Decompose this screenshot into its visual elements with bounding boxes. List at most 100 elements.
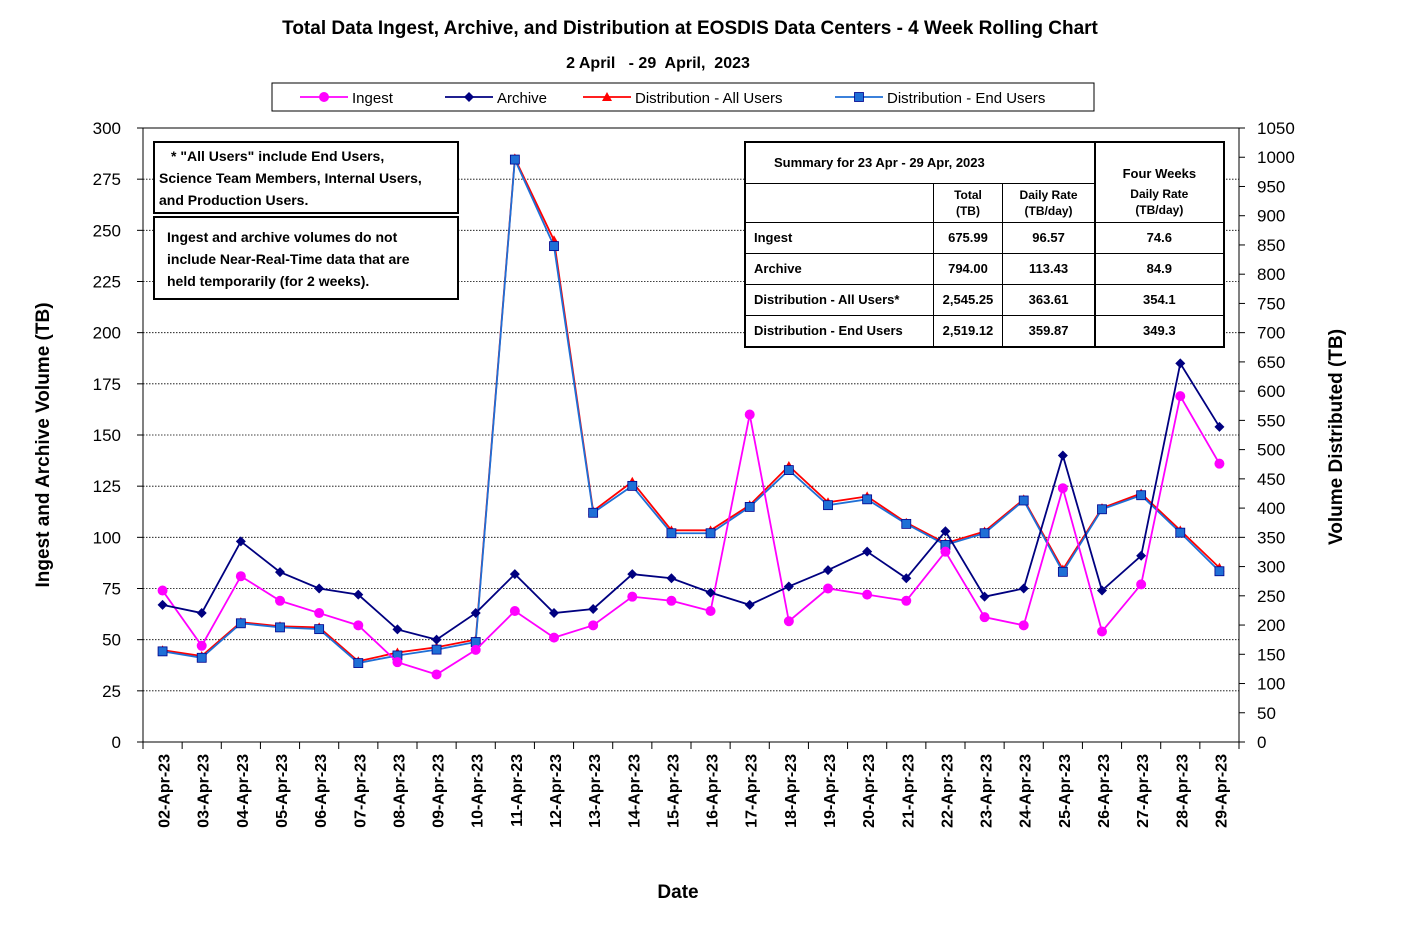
x-tick-label: 25-Apr-23 [1057,754,1074,828]
data-point [353,658,364,668]
data-point [862,589,873,600]
legend-swatch-marker [602,92,612,101]
data-point [392,657,403,668]
y2-tick-label: 900 [1257,207,1285,226]
data-point [1057,566,1068,577]
legend-label: Distribution - End Users [887,90,1045,107]
note-ingest-archive: Ingest and archive volumes do not includ… [153,216,459,300]
data-point [1136,490,1147,501]
y2-tick-label: 150 [1257,645,1285,664]
data-point [275,622,285,633]
data-point [979,612,990,623]
data-point [235,571,246,582]
x-tick-label: 19-Apr-23 [822,754,839,828]
data-point [157,599,168,610]
y2-tick-label: 450 [1257,470,1285,489]
x-tick-label: 21-Apr-23 [900,754,917,828]
data-point [431,669,442,680]
data-point [549,632,559,643]
legend-swatch-marker [319,92,329,102]
data-point [196,652,207,663]
data-point [1175,527,1186,538]
data-point [744,409,755,420]
y-tick-label: 300 [93,119,121,138]
x-tick-label: 02-Apr-23 [157,754,174,828]
note1-line3: and Production Users. [159,192,309,208]
data-point [627,591,638,602]
summary-col-total: Total (TB) [932,182,1004,223]
summary-row-total: 2,545.25 [932,283,1004,316]
summary-header-row: Summary for 23 Apr - 29 Apr, 2023 Four W… [744,141,1225,183]
y-tick-label: 175 [93,375,121,394]
x-tick-label: 20-Apr-23 [861,754,878,828]
summary-row-label: Archive [744,252,934,285]
summary-row-rate: 96.57 [1002,221,1096,254]
x-tick-label: 06-Apr-23 [313,754,330,828]
x-tick-label: 15-Apr-23 [665,754,682,828]
summary-subheader-row: Total (TB) Daily Rate (TB/day) Daily Rate(… [744,182,1225,223]
summary-row-fw: 349.3 [1093,314,1225,347]
data-point [1136,550,1147,561]
x-tick-label: 13-Apr-23 [587,754,604,828]
x-tick-label: 26-Apr-23 [1096,754,1113,828]
x-axis-label: Date [657,882,698,903]
data-point [353,589,364,600]
legend-label: Ingest [352,90,394,107]
x-tick-label: 08-Apr-23 [391,754,408,828]
data-point [666,528,677,539]
data-point [509,154,520,165]
y2-tick-label: 0 [1257,733,1266,752]
y2-tick-label: 300 [1257,558,1285,577]
x-tick-label: 09-Apr-23 [431,754,448,828]
legend-swatch-marker [854,92,864,102]
x-tick-label: 23-Apr-23 [979,754,996,828]
summary-col-fw-rate: Daily Rate (TB/day) [1093,183,1225,223]
x-tick-label: 22-Apr-23 [939,754,956,828]
data-point [1018,583,1029,594]
data-point [1175,358,1186,369]
summary-row-total: 2,519.12 [932,314,1004,347]
y2-tick-label: 800 [1257,265,1285,284]
y-tick-label: 0 [112,733,121,752]
y-tick-label: 125 [93,477,121,496]
data-point [1018,620,1029,631]
y-tick-label: 100 [93,528,121,547]
data-point [666,573,677,584]
data-point [549,608,559,619]
data-point [235,536,246,547]
note1-line2: Science Team Members, Internal Users, [159,170,422,186]
y-tick-label: 25 [102,682,121,701]
note2-line1: Ingest and archive volumes do not [167,229,398,245]
data-point [783,581,794,592]
y2-tick-label: 200 [1257,616,1285,635]
legend-item: Archive [445,90,547,107]
summary-table: Summary for 23 Apr - 29 Apr, 2023 Four W… [744,141,1225,348]
data-point [979,591,990,602]
y2-tick-label: 500 [1257,441,1285,460]
data-point [470,608,481,619]
y-axis-right-label: Volume Distributed (TB) [1326,329,1347,545]
data-point [1097,626,1107,637]
x-tick-label: 10-Apr-23 [470,754,487,828]
data-point [431,634,442,645]
summary-four-weeks: Four Weeks [1093,141,1225,183]
summary-row-label: Distribution - All Users* [744,283,934,316]
summary-row-total: 675.99 [932,221,1004,254]
x-tick-label: 04-Apr-23 [235,754,252,828]
summary-col-total-unit: (TB) [955,203,980,218]
legend-item: Distribution - End Users [835,90,1045,107]
legend-swatch-marker [464,92,474,102]
data-point [1057,450,1068,461]
data-point [157,646,168,657]
series-line [161,393,1221,676]
summary-row-ingest: Ingest 675.99 96.57 74.6 [744,221,1225,254]
x-tick-label: 18-Apr-23 [783,754,800,828]
y2-tick-label: 700 [1257,324,1285,343]
data-point [196,608,207,619]
x-tick-label: 24-Apr-23 [1018,754,1035,828]
summary-label-header [744,182,934,223]
x-tick-label: 17-Apr-23 [744,754,761,828]
data-point [823,565,833,576]
y2-tick-label: 550 [1257,411,1285,430]
